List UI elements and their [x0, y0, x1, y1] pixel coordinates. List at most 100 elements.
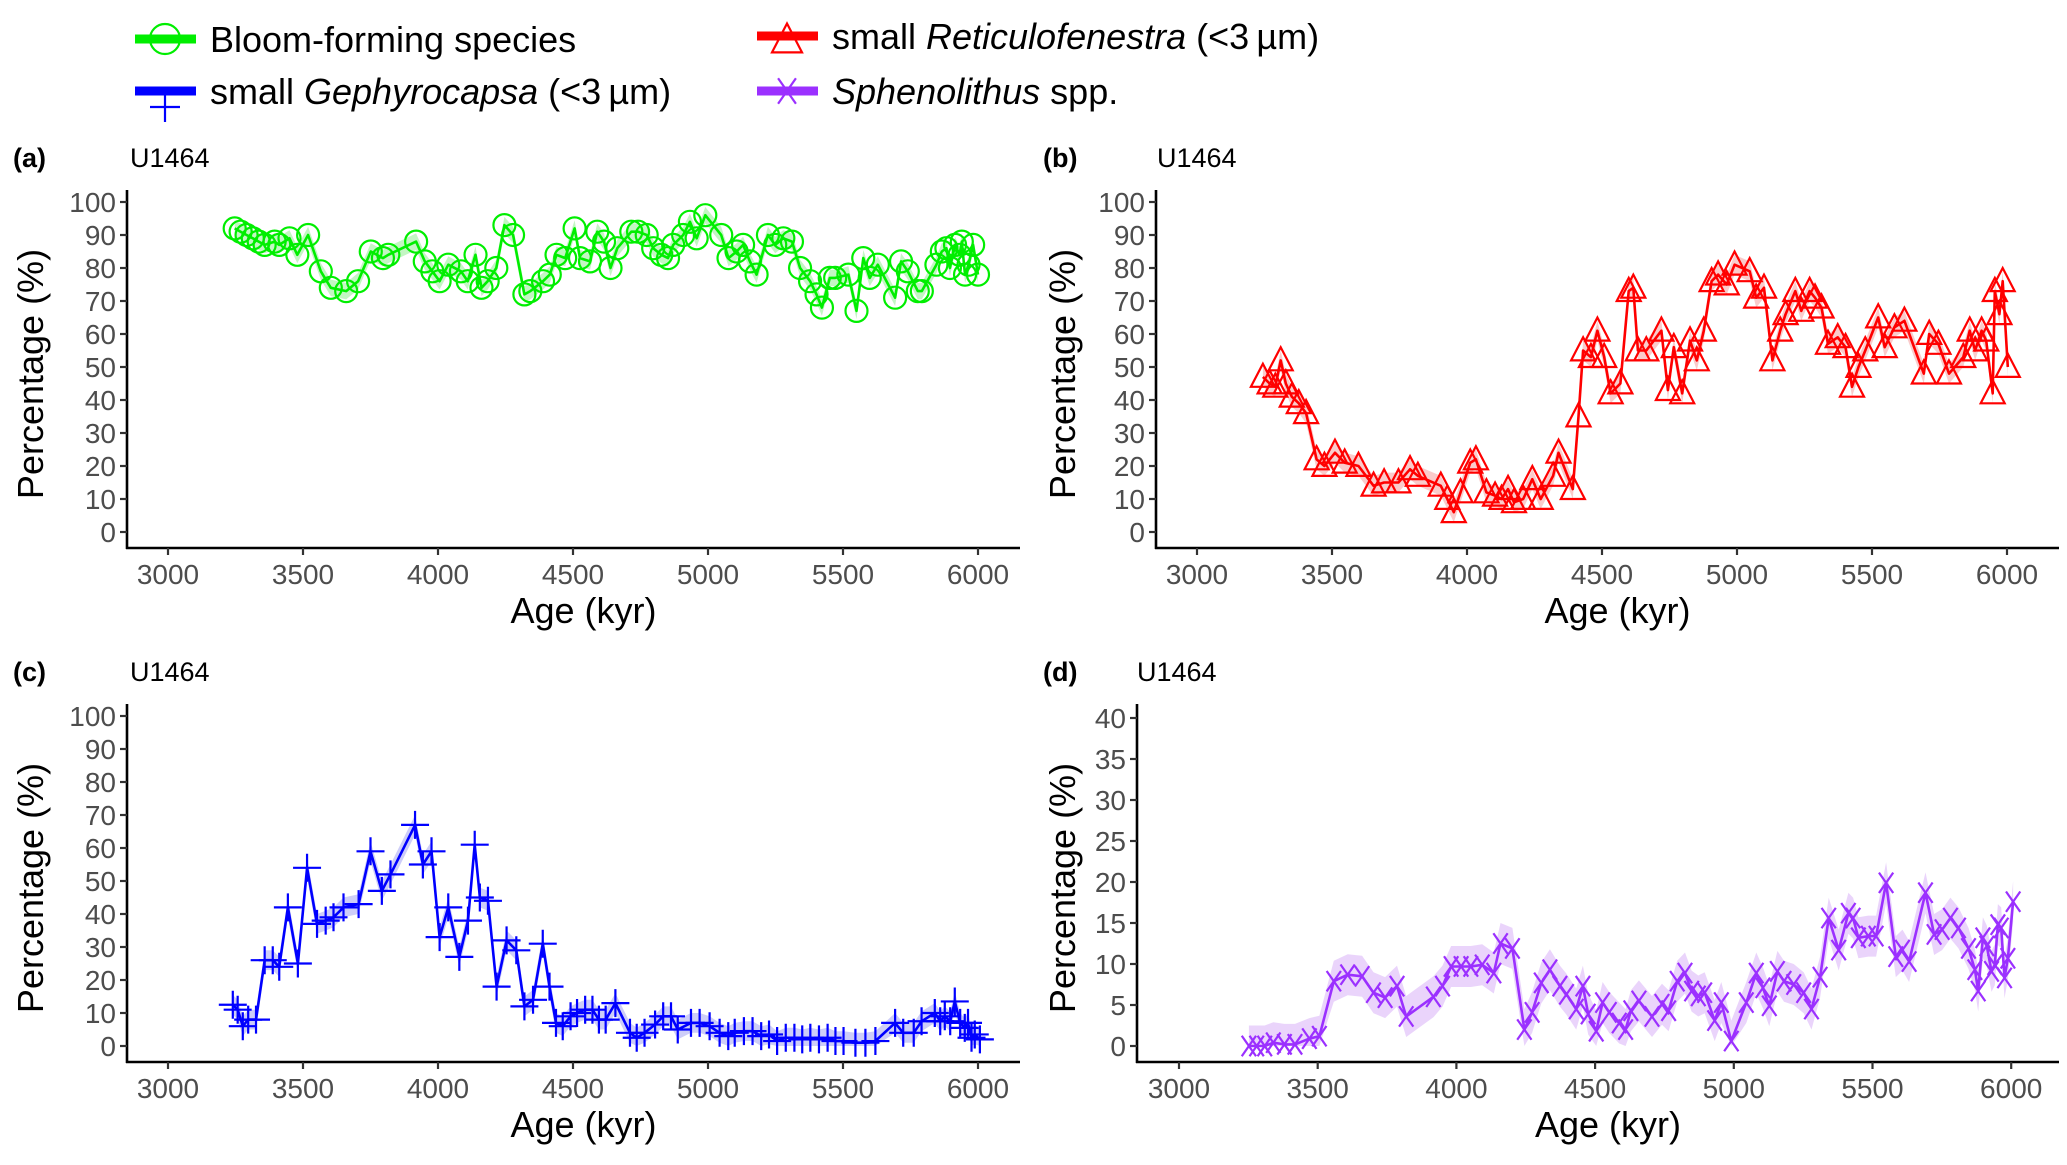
data-point [865, 252, 890, 277]
data-point [1706, 1009, 1723, 1032]
data-point [684, 226, 709, 251]
data-point [730, 232, 756, 257]
data-point [469, 275, 494, 300]
data-point [1539, 460, 1567, 487]
x-tick-label: 5500 [812, 559, 874, 590]
data-point [1500, 486, 1528, 514]
data-point [1653, 993, 1670, 1016]
y-axis-title: Percentage (%) [10, 249, 51, 499]
data-point [434, 893, 463, 922]
data-point [1433, 483, 1462, 510]
data-point [1712, 268, 1741, 296]
data-point [1310, 450, 1339, 477]
data-point [1456, 447, 1485, 474]
data-point [1526, 483, 1555, 510]
y-tick-label: 10 [85, 484, 116, 515]
data-point [1766, 315, 1795, 342]
data-point [1960, 937, 1977, 960]
x-tick-label: 5500 [812, 1073, 874, 1104]
data-point [1844, 351, 1873, 378]
data-point [1485, 962, 1502, 984]
data-point [1325, 970, 1342, 993]
x-tick-label: 5000 [677, 559, 739, 590]
data-point [1985, 298, 2014, 326]
data-point [677, 209, 703, 234]
data-point [1377, 986, 1394, 1009]
data-point [1434, 975, 1451, 997]
data-point [952, 262, 978, 287]
data-point [535, 972, 564, 1001]
y-tick-label: 30 [1095, 785, 1126, 816]
data-point [1643, 1005, 1661, 1028]
data-point [929, 239, 954, 264]
data-point [1775, 970, 1793, 993]
data-point [556, 1002, 585, 1031]
data-point [965, 262, 991, 287]
data-point [1256, 1035, 1273, 1057]
data-point [1950, 917, 1967, 939]
data-point [1492, 932, 1509, 955]
data-point [1632, 334, 1661, 362]
data-point [1978, 935, 1995, 957]
data-point [484, 255, 509, 281]
data-point [262, 229, 287, 254]
data-point [960, 1020, 989, 1049]
data-point [463, 242, 488, 267]
legend-label-part: Bloom-forming species [210, 19, 576, 60]
data-point [404, 229, 429, 254]
data-point [1601, 1001, 1618, 1024]
x-tick-label: 5500 [1841, 1073, 1903, 1104]
confidence-band [1262, 254, 2008, 523]
data-point [1439, 496, 1468, 524]
data-point [1845, 907, 1862, 929]
data-point [1292, 397, 1320, 425]
data-point [1723, 1030, 1740, 1052]
data-point [1311, 1025, 1328, 1047]
data-point [622, 1023, 651, 1052]
data-point [1669, 970, 1686, 993]
data-point [601, 989, 630, 1018]
data-point [311, 906, 340, 935]
data-point [1398, 1005, 1415, 1028]
data-point [709, 222, 734, 248]
data-point [1713, 991, 1730, 1014]
x-tick-label: 3500 [1287, 1073, 1349, 1104]
x-tick-label: 4500 [542, 559, 604, 590]
data-point [744, 262, 769, 287]
triangle-marker-icon [770, 21, 804, 54]
legend-item-sphenolithus: Sphenolithus spp. [757, 71, 1118, 112]
data-point [1266, 344, 1295, 372]
data-point [1574, 975, 1591, 997]
x-tick-label: 6000 [947, 1073, 1009, 1104]
data-point [1425, 985, 1442, 1008]
y-axis-title: Percentage (%) [1042, 763, 1083, 1013]
data-point [1330, 447, 1359, 474]
data-point [1758, 344, 1787, 372]
data-point [460, 830, 489, 859]
data-point [1426, 470, 1455, 497]
x-axis-title: Age (kyr) [1544, 590, 1690, 631]
data-point [591, 1005, 620, 1034]
data-point [1588, 1020, 1605, 1043]
data-point [475, 269, 500, 294]
data-point [1966, 958, 1983, 981]
data-point [813, 1023, 842, 1052]
data-point [1750, 272, 1778, 299]
data-point [1697, 265, 1726, 293]
data-point [823, 265, 848, 290]
data-point [1993, 351, 2022, 378]
data-point [528, 929, 557, 958]
data-point [965, 1025, 994, 1054]
y-tick-label: 40 [1095, 703, 1126, 734]
data-point [1981, 275, 2009, 303]
y-tick-label: 40 [85, 899, 116, 930]
data-point [1742, 282, 1770, 309]
data-point [1676, 962, 1694, 984]
data-point [797, 269, 823, 294]
data-points [1240, 871, 2022, 1057]
data-point [1255, 367, 1284, 395]
data-point [1887, 945, 1904, 968]
data-point [1606, 367, 1635, 395]
y-tick-label: 40 [1114, 385, 1145, 416]
